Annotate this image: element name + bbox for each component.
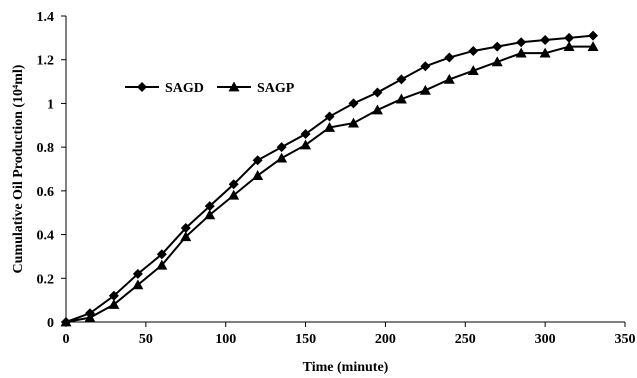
x-tick-label: 250 bbox=[455, 332, 476, 347]
data-point-sagd bbox=[228, 179, 239, 190]
data-point-sagp bbox=[371, 104, 383, 115]
series-sagd bbox=[61, 30, 599, 327]
axes: 0 50 100 150 200 250 300 350 0 0.2 0.4 0.6 0.8 1 1.2 1.… bbox=[37, 10, 636, 347]
data-point-sagd bbox=[252, 155, 263, 166]
data-point-sagp bbox=[395, 93, 407, 104]
data-point-sagp bbox=[324, 121, 336, 132]
x-tick-label: 0 bbox=[63, 332, 70, 347]
legend: SAGD SAGP bbox=[125, 81, 295, 96]
data-point-sagp bbox=[443, 73, 455, 84]
data-point-sagp bbox=[491, 56, 503, 67]
data-point-sagp bbox=[347, 117, 359, 128]
data-point-sagd bbox=[204, 201, 215, 212]
data-point-sagp bbox=[156, 259, 168, 270]
data-point-sagd bbox=[348, 98, 359, 109]
y-tick-label: 0 bbox=[47, 316, 54, 331]
legend-item-sagd: SAGD bbox=[125, 81, 204, 96]
data-point-sagp bbox=[419, 84, 431, 95]
series-layer bbox=[60, 30, 599, 327]
legend-marker bbox=[228, 81, 240, 92]
data-point-sagp bbox=[252, 170, 264, 180]
data-point-sagd bbox=[396, 74, 407, 85]
data-point-sagd bbox=[564, 32, 575, 43]
data-point-sagp bbox=[204, 209, 216, 220]
x-tick-label: 300 bbox=[535, 332, 556, 347]
legend-label: SAGD bbox=[165, 81, 204, 96]
y-tick-label: 1.2 bbox=[37, 54, 55, 69]
data-point-sagp bbox=[276, 152, 288, 163]
data-point-sagd bbox=[468, 45, 479, 56]
data-point-sagp bbox=[467, 65, 479, 76]
data-point-sagp bbox=[587, 41, 599, 51]
data-point-sagd bbox=[516, 37, 527, 48]
data-point-sagd bbox=[276, 142, 287, 153]
data-point-sagd bbox=[492, 41, 503, 52]
data-point-sagp bbox=[84, 312, 96, 323]
y-tick-label: 0.2 bbox=[37, 272, 55, 287]
legend-marker bbox=[137, 82, 147, 92]
x-tick-label: 50 bbox=[139, 332, 153, 347]
data-point-sagp bbox=[132, 279, 144, 290]
data-point-sagd bbox=[180, 223, 191, 234]
data-point-sagd bbox=[372, 87, 383, 98]
y-tick-label: 1.4 bbox=[37, 10, 55, 25]
data-point-sagp bbox=[539, 47, 551, 58]
x-tick-label: 100 bbox=[215, 332, 236, 347]
data-point-sagp bbox=[180, 231, 192, 242]
y-tick-label: 0.4 bbox=[37, 229, 55, 244]
y-tick-label: 1 bbox=[47, 97, 54, 112]
legend-label: SAGP bbox=[257, 81, 295, 96]
legend-item-sagp: SAGP bbox=[217, 81, 295, 96]
data-point-sagd bbox=[156, 249, 167, 260]
x-tick-label: 350 bbox=[615, 332, 636, 347]
y-tick-label: 0.6 bbox=[37, 185, 55, 200]
x-axis-title: Time (minute) bbox=[303, 360, 389, 375]
data-point-sagd bbox=[420, 61, 431, 72]
data-point-sagd bbox=[108, 290, 119, 301]
data-point-sagd bbox=[540, 35, 551, 46]
data-point-sagd bbox=[324, 111, 335, 122]
x-tick-label: 150 bbox=[295, 332, 316, 347]
series-sagp bbox=[60, 41, 599, 327]
y-tick-label: 0.8 bbox=[37, 141, 55, 156]
x-tick-label: 200 bbox=[375, 332, 396, 347]
data-point-sagd bbox=[588, 30, 599, 41]
y-axis-title: Cumulative Oil Production (10⁴ml) bbox=[11, 64, 26, 273]
data-point-sagd bbox=[132, 268, 143, 279]
data-point-sagp bbox=[563, 41, 575, 51]
data-point-sagp bbox=[300, 139, 312, 150]
data-point-sagp bbox=[228, 189, 240, 200]
data-point-sagp bbox=[108, 299, 120, 309]
data-point-sagd bbox=[444, 52, 455, 63]
data-point-sagp bbox=[515, 47, 527, 58]
data-point-sagd bbox=[300, 129, 311, 140]
data-point-sagp bbox=[60, 316, 72, 327]
